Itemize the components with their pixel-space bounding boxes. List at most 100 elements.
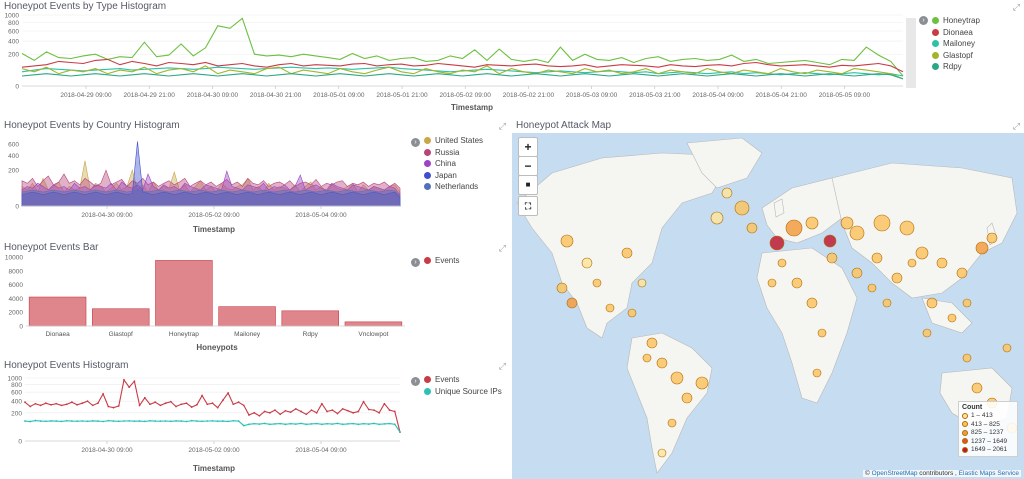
data-point[interactable] xyxy=(169,400,172,403)
data-point[interactable] xyxy=(242,424,245,427)
area-japan[interactable] xyxy=(21,141,401,207)
data-point[interactable] xyxy=(123,420,125,422)
data-point[interactable] xyxy=(336,422,339,425)
data-point[interactable] xyxy=(263,422,266,425)
data-point[interactable] xyxy=(347,422,349,425)
data-point[interactable] xyxy=(86,400,89,403)
attack-marker[interactable] xyxy=(805,216,819,230)
attack-marker[interactable] xyxy=(817,328,827,338)
attack-marker[interactable] xyxy=(581,257,593,269)
data-point[interactable] xyxy=(258,414,261,417)
data-point[interactable] xyxy=(331,409,334,412)
attack-marker[interactable] xyxy=(627,308,637,318)
data-point[interactable] xyxy=(123,379,125,381)
data-point[interactable] xyxy=(60,404,63,407)
data-point[interactable] xyxy=(341,407,344,410)
series-line-unique-source-ips[interactable] xyxy=(24,420,401,433)
data-point[interactable] xyxy=(175,419,177,422)
attack-marker[interactable] xyxy=(971,382,983,394)
legend-toggle-icon[interactable]: › xyxy=(411,138,420,147)
attack-marker[interactable] xyxy=(823,234,837,248)
data-point[interactable] xyxy=(81,402,84,405)
data-point[interactable] xyxy=(180,420,183,422)
data-point[interactable] xyxy=(55,402,58,405)
bar-honeytrap[interactable] xyxy=(155,260,213,327)
data-point[interactable] xyxy=(169,420,172,423)
data-point[interactable] xyxy=(357,410,360,413)
data-point[interactable] xyxy=(227,392,230,394)
legend-item[interactable]: China xyxy=(424,158,483,170)
fit-data-bounds-button[interactable]: ⛶ xyxy=(518,196,538,216)
data-point[interactable] xyxy=(393,423,396,426)
data-point[interactable] xyxy=(320,402,323,405)
legend-item[interactable]: Dionaea xyxy=(932,27,980,39)
data-point[interactable] xyxy=(50,419,52,422)
data-point[interactable] xyxy=(201,420,203,423)
data-point[interactable] xyxy=(305,423,308,426)
attack-marker[interactable] xyxy=(956,267,968,279)
legend-item[interactable]: Russia xyxy=(424,147,483,159)
bar-dionaea[interactable] xyxy=(28,296,87,327)
attack-marker[interactable] xyxy=(621,247,633,259)
data-point[interactable] xyxy=(76,403,78,406)
legend-item[interactable]: Rdpy xyxy=(932,61,980,73)
expand-icon[interactable]: ⤢ xyxy=(1012,121,1020,131)
data-point[interactable] xyxy=(24,420,26,422)
data-point[interactable] xyxy=(29,405,32,408)
attack-marker[interactable] xyxy=(867,283,877,293)
legend-item[interactable]: Events xyxy=(424,255,459,267)
attack-marker[interactable] xyxy=(592,278,602,288)
data-point[interactable] xyxy=(284,423,287,426)
data-point[interactable] xyxy=(352,422,355,425)
data-point[interactable] xyxy=(253,422,256,425)
expand-icon[interactable]: ⤢ xyxy=(498,121,506,131)
legend-toggle-icon[interactable]: › xyxy=(411,377,420,386)
legend-item[interactable]: Events xyxy=(424,374,502,386)
attack-marker[interactable] xyxy=(975,241,989,255)
attack-marker[interactable] xyxy=(873,214,891,232)
data-point[interactable] xyxy=(378,411,381,414)
data-point[interactable] xyxy=(279,422,282,425)
data-point[interactable] xyxy=(357,423,360,426)
data-point[interactable] xyxy=(373,422,375,425)
data-point[interactable] xyxy=(97,420,99,422)
data-point[interactable] xyxy=(164,420,167,422)
data-point[interactable] xyxy=(180,403,183,406)
data-point[interactable] xyxy=(268,411,271,414)
data-point[interactable] xyxy=(190,419,193,422)
data-point[interactable] xyxy=(201,394,203,397)
data-point[interactable] xyxy=(274,409,276,412)
data-point[interactable] xyxy=(274,422,276,425)
data-point[interactable] xyxy=(143,396,146,399)
data-point[interactable] xyxy=(159,404,162,407)
data-point[interactable] xyxy=(128,386,131,389)
data-point[interactable] xyxy=(44,420,47,423)
bar-rdpy[interactable] xyxy=(281,310,339,327)
data-point[interactable] xyxy=(102,420,105,423)
data-point[interactable] xyxy=(289,411,292,414)
data-point[interactable] xyxy=(149,419,151,422)
data-point[interactable] xyxy=(216,406,219,409)
data-point[interactable] xyxy=(86,420,89,423)
data-point[interactable] xyxy=(300,410,302,413)
attack-marker[interactable] xyxy=(667,418,677,428)
data-point[interactable] xyxy=(232,403,235,406)
attack-marker[interactable] xyxy=(936,257,948,269)
legend-item[interactable]: Mailoney xyxy=(932,38,980,50)
data-point[interactable] xyxy=(294,423,297,425)
attack-marker[interactable] xyxy=(986,232,998,244)
legend-item[interactable]: Japan xyxy=(424,170,483,182)
attack-marker[interactable] xyxy=(922,328,932,338)
area-netherlands[interactable] xyxy=(21,189,401,207)
series-line-mailoney[interactable] xyxy=(21,66,904,77)
attack-marker[interactable] xyxy=(926,297,938,309)
data-point[interactable] xyxy=(242,404,245,407)
attack-marker[interactable] xyxy=(642,353,652,363)
data-point[interactable] xyxy=(399,431,401,433)
data-point[interactable] xyxy=(97,402,99,405)
data-point[interactable] xyxy=(70,401,73,404)
data-point[interactable] xyxy=(29,420,32,423)
attack-marker[interactable] xyxy=(767,278,777,288)
data-point[interactable] xyxy=(378,423,381,426)
attack-marker[interactable] xyxy=(710,211,724,225)
